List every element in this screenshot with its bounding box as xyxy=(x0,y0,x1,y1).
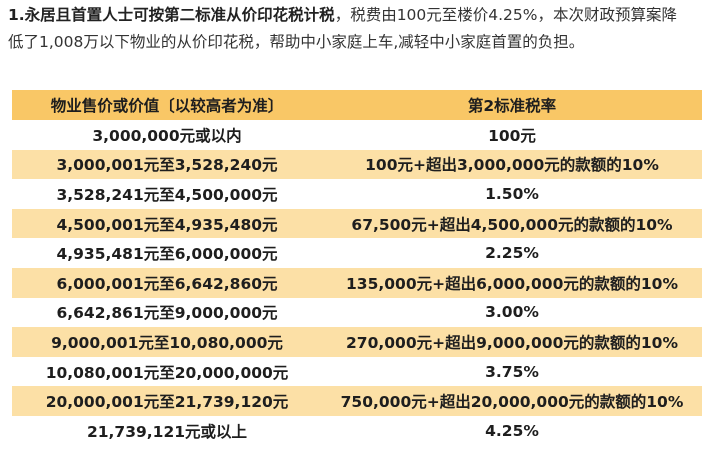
rate-cell: 2.25% xyxy=(485,244,539,263)
price-cell: 21,739,121元或以上 xyxy=(86,422,248,441)
price-cell: 6,642,861元至9,000,000元 xyxy=(56,304,278,323)
table-row: 4,935,481元至6,000,000元 2.25% xyxy=(12,238,702,268)
header-rate: 第2标准税率 xyxy=(467,97,557,115)
price-cell: 20,000,001元至21,739,120元 xyxy=(45,393,289,412)
price-cell: 6,000,001元至6,642,860元 xyxy=(56,274,278,293)
table-row: 10,080,001元至20,000,000元 3.75% xyxy=(12,356,702,387)
intro-line2: 低了1,008万以下物业的从价印花税，帮助中小家庭上车,减轻中小家庭首置的负担。 xyxy=(8,33,585,51)
table-row: 20,000,001元至21,739,120元 750,000元+超出20,000… xyxy=(12,386,702,416)
table-header-row: 物业售价或价值〔以较高者为准〕 第2标准税率 xyxy=(12,90,702,120)
rate-cell: 1.50% xyxy=(485,184,539,203)
table-body: 3,000,000元或以内 100元 3,000,001元至3,528,240元 10… xyxy=(12,120,702,446)
rate-cell: 3.75% xyxy=(485,362,539,381)
intro-heading: 1.永居且首置人士可按第二标准从价印花税计税 xyxy=(8,6,335,24)
price-cell: 10,080,001元至20,000,000元 xyxy=(45,363,289,382)
price-cell: 3,000,000元或以内 xyxy=(92,126,242,145)
header-price: 物业售价或价值〔以较高者为准〕 xyxy=(50,97,284,115)
price-cell: 3,000,001元至3,528,240元 xyxy=(56,156,278,175)
table-row: 4,500,001元至4,935,480元 67,500元+超出4,500,000… xyxy=(12,208,702,239)
rate-cell: 100元+超出3,000,000元的款额的10% xyxy=(365,156,659,175)
price-cell: 4,935,481元至6,000,000元 xyxy=(56,245,278,264)
rate-cell: 100元 xyxy=(488,126,536,145)
table-row: 6,642,861元至9,000,000元 3.00% xyxy=(12,297,702,328)
rate-cell: 270,000元+超出9,000,000元的款额的10% xyxy=(346,333,678,352)
table-row: 3,000,000元或以内 100元 xyxy=(12,120,702,150)
price-cell: 4,500,001元至4,935,480元 xyxy=(56,215,278,234)
intro-line1-rest: ，税费由100元至楼价4.25%，本次财政预算案降 xyxy=(334,6,678,24)
table-row: 3,000,001元至3,528,240元 100元+超出3,000,000元的款… xyxy=(12,149,702,180)
rate-cell: 67,500元+超出4,500,000元的款额的10% xyxy=(351,215,673,234)
rate-cell: 3.00% xyxy=(485,303,539,322)
price-cell: 3,528,241元至4,500,000元 xyxy=(56,185,278,204)
table-row: 6,000,001元至6,642,860元 135,000元+超出6,000,00… xyxy=(12,267,702,298)
intro-paragraph: 1.永居且首置人士可按第二标准从价印花税计税，税费由100元至楼价4.25%，本… xyxy=(8,2,713,56)
price-cell: 9,000,001元至10,080,000元 xyxy=(51,333,283,352)
stamp-duty-table: 物业售价或价值〔以较高者为准〕 第2标准税率 3,000,000元或以内 100元… xyxy=(12,90,702,446)
rate-cell: 135,000元+超出6,000,000元的款额的10% xyxy=(346,274,678,293)
table-row: 9,000,001元至10,080,000元 270,000元+超出9,000,0… xyxy=(12,327,702,357)
table-row: 21,739,121元或以上 4.25% xyxy=(12,415,702,446)
rate-cell: 750,000元+超出20,000,000元的款额的10% xyxy=(340,393,684,412)
rate-cell: 4.25% xyxy=(485,421,539,440)
table-row: 3,528,241元至4,500,000元 1.50% xyxy=(12,179,702,209)
